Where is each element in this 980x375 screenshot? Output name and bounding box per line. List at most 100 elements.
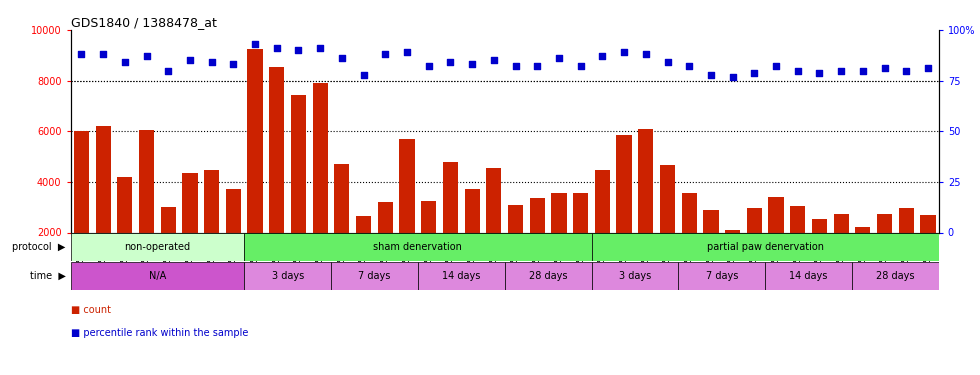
Point	[855, 68, 870, 74]
Point	[681, 63, 697, 69]
Bar	[74, 131, 89, 283]
Bar	[592, 233, 939, 261]
Point	[573, 63, 589, 69]
Point	[703, 72, 718, 78]
Point	[638, 51, 654, 57]
Text: GDS1840 / 1388478_at: GDS1840 / 1388478_at	[71, 16, 217, 29]
Text: 14 days: 14 days	[790, 271, 828, 281]
Bar	[704, 210, 718, 283]
Bar	[331, 262, 417, 290]
Point	[269, 45, 284, 51]
Bar	[204, 171, 220, 283]
Bar	[852, 262, 939, 290]
Point	[182, 57, 198, 63]
Text: ■ count: ■ count	[71, 305, 111, 315]
Point	[833, 68, 849, 74]
Text: non-operated: non-operated	[124, 242, 190, 252]
Text: ■ percentile rank within the sample: ■ percentile rank within the sample	[71, 328, 248, 338]
Bar	[678, 262, 765, 290]
Point	[747, 69, 762, 75]
Bar	[552, 193, 566, 283]
Point	[877, 66, 893, 72]
Bar	[118, 177, 132, 283]
Point	[356, 72, 371, 78]
Bar	[486, 168, 502, 283]
Bar	[725, 230, 740, 283]
Bar	[417, 262, 505, 290]
Bar	[291, 94, 306, 283]
Text: 7 days: 7 days	[706, 271, 738, 281]
Point	[139, 53, 155, 59]
Text: 3 days: 3 days	[271, 271, 304, 281]
Bar	[682, 193, 697, 283]
Point	[247, 41, 263, 47]
Point	[95, 51, 111, 57]
Point	[551, 56, 566, 62]
Point	[508, 63, 523, 69]
Bar	[244, 262, 331, 290]
Bar	[270, 67, 284, 283]
Bar	[248, 49, 263, 283]
Text: 14 days: 14 days	[442, 271, 480, 281]
Bar	[400, 139, 415, 283]
Text: sham denervation: sham denervation	[373, 242, 463, 252]
Bar	[899, 209, 914, 283]
Point	[486, 57, 502, 63]
Text: 7 days: 7 days	[359, 271, 391, 281]
Point	[117, 59, 132, 65]
Bar	[573, 193, 588, 283]
Bar	[465, 189, 480, 283]
Bar	[811, 219, 827, 283]
Bar	[920, 215, 936, 283]
Point	[768, 63, 784, 69]
Point	[790, 68, 806, 74]
Bar	[71, 233, 244, 261]
Point	[920, 66, 936, 72]
Bar	[834, 213, 849, 283]
Bar	[595, 171, 610, 283]
Bar	[768, 197, 784, 283]
Point	[420, 63, 436, 69]
Point	[377, 51, 393, 57]
Bar	[356, 216, 371, 283]
Bar	[334, 164, 350, 283]
Bar	[856, 227, 870, 283]
Point	[225, 62, 241, 68]
Point	[291, 47, 307, 53]
Point	[313, 45, 328, 51]
Bar	[638, 129, 654, 283]
Point	[529, 63, 545, 69]
Bar	[313, 83, 327, 283]
Bar	[592, 262, 678, 290]
Bar	[790, 206, 806, 283]
Point	[399, 49, 415, 55]
Bar	[71, 262, 244, 290]
Bar	[225, 189, 241, 283]
Point	[204, 59, 220, 65]
Point	[899, 68, 914, 74]
Point	[465, 62, 480, 68]
Bar	[765, 262, 852, 290]
Point	[443, 59, 459, 65]
Bar	[660, 165, 675, 283]
Point	[811, 69, 827, 75]
Bar	[182, 173, 198, 283]
Bar	[877, 213, 892, 283]
Text: time  ▶: time ▶	[29, 271, 66, 281]
Bar	[377, 202, 393, 283]
Bar	[616, 135, 632, 283]
Bar	[95, 126, 111, 283]
Point	[616, 49, 632, 55]
Bar	[529, 198, 545, 283]
Text: 3 days: 3 days	[618, 271, 651, 281]
Point	[74, 51, 89, 57]
Text: partial paw denervation: partial paw denervation	[707, 242, 823, 252]
Point	[725, 74, 741, 80]
Point	[334, 56, 350, 62]
Bar	[443, 162, 458, 283]
Bar	[747, 209, 761, 283]
Bar	[139, 130, 154, 283]
Point	[595, 53, 611, 59]
Bar	[508, 205, 523, 283]
Text: N/A: N/A	[149, 271, 166, 281]
